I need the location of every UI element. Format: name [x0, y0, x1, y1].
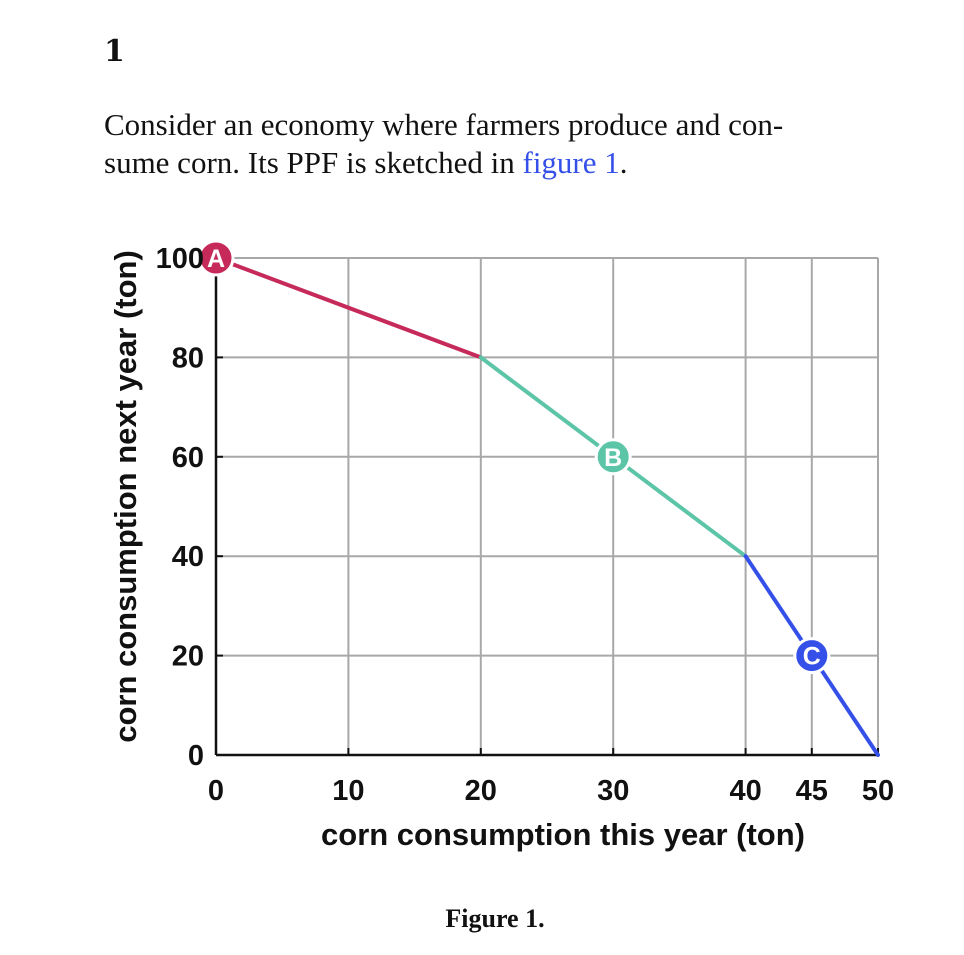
y-tick-label: 80: [172, 342, 204, 374]
x-tick-label: 20: [465, 775, 497, 807]
point-c-label: C: [803, 643, 821, 671]
y-tick-label: 60: [172, 442, 204, 474]
intro-paragraph: Consider an economy where farmers produc…: [104, 106, 904, 182]
figure-link[interactable]: figure 1: [522, 145, 620, 180]
y-tick-label: 0: [188, 740, 204, 772]
point-a-label: A: [207, 245, 225, 273]
point-b-marker: [594, 438, 632, 476]
chart-markers: A B C: [197, 239, 831, 675]
y-axis-label: corn consumption next year (ton): [108, 250, 143, 743]
intro-line-2: sume corn. Its PPF is sketched in: [104, 145, 523, 180]
x-tick-label: 45: [796, 775, 828, 807]
intro-line-2-end: .: [619, 145, 628, 180]
ppf-segment-1: [214, 256, 483, 360]
chart-grid: [215, 257, 879, 756]
ppf-chart: A B C 0 10 20 30 40 45 50 0 20 40 60 80 100 corn consum…: [108, 239, 894, 852]
x-axis-label: corn consumption this year (ton): [321, 817, 805, 852]
point-c-marker: [793, 637, 831, 675]
point-b-label: B: [604, 444, 622, 472]
y-tick-label: 100: [156, 243, 204, 275]
x-tick-label: 50: [862, 775, 894, 807]
x-tick-label: 0: [208, 775, 224, 807]
x-tick-label: 30: [597, 775, 629, 807]
y-tick-label: 40: [172, 541, 204, 573]
y-tick-label: 20: [172, 641, 204, 673]
chart-series: [214, 256, 880, 757]
intro-line-1: Consider an economy where farmers produc…: [104, 107, 784, 142]
x-tick-label: 10: [332, 775, 364, 807]
figure-caption: Figure 1.: [445, 904, 545, 933]
chart-axes: [214, 257, 879, 757]
chart-labels: 0 10 20 30 40 45 50 0 20 40 60 80 100 corn consumptio…: [108, 243, 894, 852]
problem-number: 1: [104, 34, 125, 69]
point-a-marker: [197, 239, 235, 277]
x-tick-label: 40: [729, 775, 761, 807]
